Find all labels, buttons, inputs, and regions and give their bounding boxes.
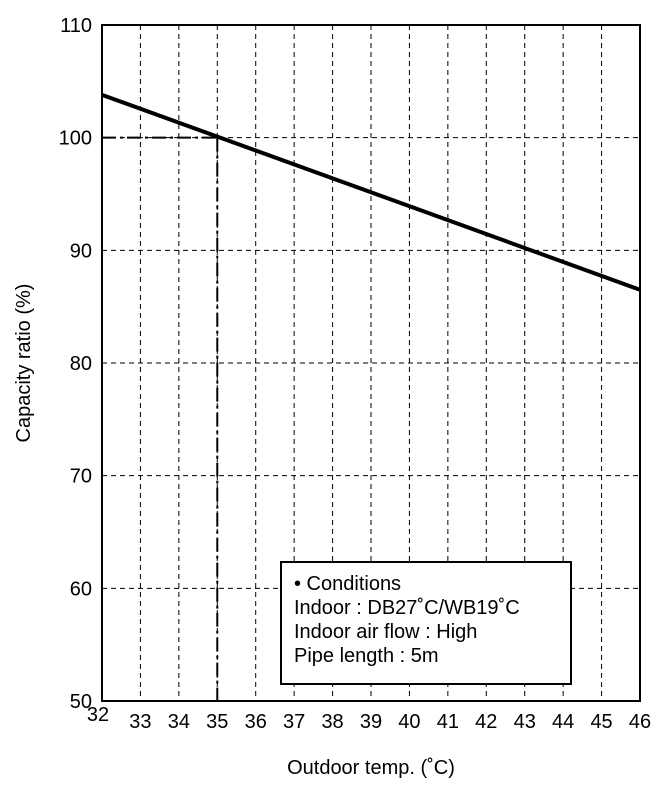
y-tick-labels: 50 60 70 80 90 100 110 [59,15,92,713]
x-axis-label: Outdoor temp. (˚C) [287,757,455,779]
y-axis-label: Capacity ratio (%) [13,284,35,443]
conditions-indoor: Indoor : DB27˚C/WB19˚C [294,597,520,619]
x-tick-label-43: 43 [514,711,536,733]
x-tick-label-33: 33 [129,711,151,733]
x-tick-label-36: 36 [245,711,267,733]
y-tick-label-100: 100 [59,128,92,150]
x-tick-label-45: 45 [590,711,612,733]
x-tick-label-38: 38 [321,711,343,733]
x-tick-label-40: 40 [398,711,420,733]
y-tick-label-60: 60 [70,578,92,600]
y-tick-label-80: 80 [70,353,92,375]
series-group [101,92,641,292]
y-tick-label-90: 90 [70,240,92,262]
y-tick-label-70: 70 [70,466,92,488]
x-tick-label-34: 34 [168,711,190,733]
reference-lines [102,136,219,701]
x-tick-label-32: 32 [87,704,109,726]
conditions-air-flow: Indoor air flow : High [294,621,478,643]
x-tick-labels: 32 33 34 35 36 37 38 39 40 41 42 43 44 45 46 [87,704,651,733]
x-tick-label-41: 41 [437,711,459,733]
series-line-0 [101,92,641,292]
y-tick-label-50: 50 [70,691,92,713]
x-tick-label-46: 46 [629,711,651,733]
grid [102,25,640,701]
conditions-title: • Conditions [294,573,402,595]
x-tick-label-44: 44 [552,711,574,733]
conditions-pipe-length: Pipe length : 5m [294,645,439,667]
x-tick-label-39: 39 [360,711,382,733]
y-tick-label-110: 110 [60,15,92,37]
plot-frame [101,24,641,702]
conditions-box: • Conditions Indoor : DB27˚C/WB19˚C Indo… [280,561,572,685]
x-tick-label-42: 42 [475,711,497,733]
x-tick-label-35: 35 [206,711,228,733]
x-tick-label-37: 37 [283,711,305,733]
